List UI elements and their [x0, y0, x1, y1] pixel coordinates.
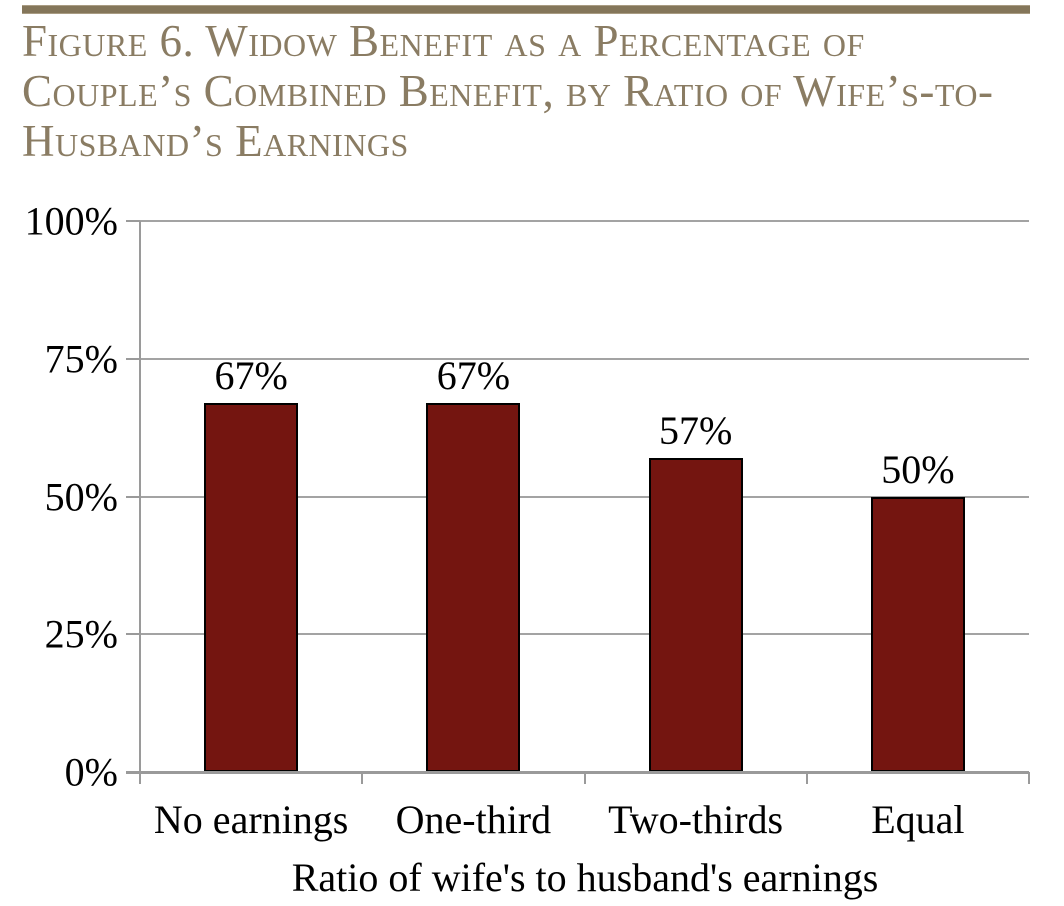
bar: [426, 402, 521, 772]
y-gridline: [140, 220, 1029, 222]
figure-title-line-1: Figure 6. Widow Benefit as a Percentage …: [22, 16, 865, 66]
x-axis-line: [126, 771, 1029, 774]
bar-value-label: 57%: [658, 407, 733, 453]
x-tick: [583, 772, 586, 784]
y-tick: [126, 220, 140, 222]
bar: [870, 496, 965, 772]
x-tick: [1028, 772, 1030, 784]
x-category-label: No earnings: [153, 797, 349, 842]
y-tick-label: 0%: [64, 749, 118, 795]
bar: [204, 402, 299, 772]
x-category-label: Equal: [871, 797, 965, 842]
figure-title: Figure 6. Widow Benefit as a Percentage …: [22, 16, 1042, 166]
x-category-label: Two-thirds: [608, 797, 784, 842]
x-category-label: One-third: [395, 797, 552, 842]
y-tick: [126, 633, 140, 636]
y-tick: [126, 357, 140, 360]
y-tick-label: 25%: [44, 611, 118, 657]
bar-value-label: 67%: [214, 352, 288, 398]
x-tick: [361, 772, 364, 784]
y-axis-line: [139, 221, 141, 784]
bar-value-label: 50%: [881, 446, 955, 492]
y-gridline: [140, 633, 1029, 636]
y-tick-label: 75%: [44, 336, 118, 382]
figure-title-line-2: Couple’s Combined Benefit, by Ratio of W…: [22, 66, 994, 116]
bar-value-label: 67%: [436, 352, 511, 398]
x-tick: [805, 772, 808, 784]
title-top-rule: [22, 5, 1030, 14]
figure-title-line-3: Husband’s Earnings: [22, 116, 409, 166]
y-tick-label: 100%: [24, 198, 118, 244]
y-tick-label: 50%: [44, 474, 118, 519]
y-tick: [126, 495, 140, 498]
y-gridline: [140, 495, 1029, 498]
bar: [648, 457, 743, 772]
x-axis-title: Ratio of wife's to husband's earnings: [291, 855, 879, 900]
y-gridline: [140, 357, 1029, 360]
